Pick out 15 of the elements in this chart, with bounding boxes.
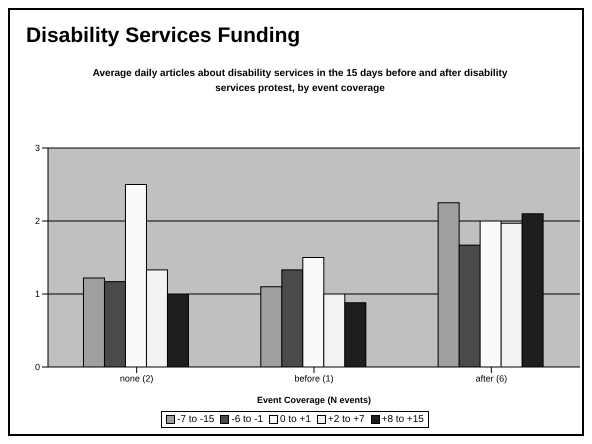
legend-label: +8 to +15: [380, 414, 424, 425]
x-tick-label: before (1): [294, 373, 334, 384]
legend-label: +2 to +7: [326, 414, 365, 425]
legend-label: -7 to -15: [176, 414, 214, 425]
legend-label: -6 to -1: [230, 414, 264, 425]
y-tick-label: 1: [34, 289, 40, 300]
chart-title: Disability Services Funding: [26, 24, 300, 48]
y-tick-label: 3: [34, 143, 40, 154]
x-tick-label: after (6): [476, 373, 508, 384]
chart-subtitle: Average daily articles about disability services in the 15 days before and after disability services protest, by event coverage: [92, 67, 508, 96]
x-tick-label: none (2): [120, 373, 154, 384]
legend-label: 0 to +1: [279, 414, 311, 425]
y-tick-label: 0: [34, 362, 40, 372]
x-axis-title: Event Coverage (N events): [256, 395, 372, 405]
y-tick-label: 2: [34, 216, 40, 226]
